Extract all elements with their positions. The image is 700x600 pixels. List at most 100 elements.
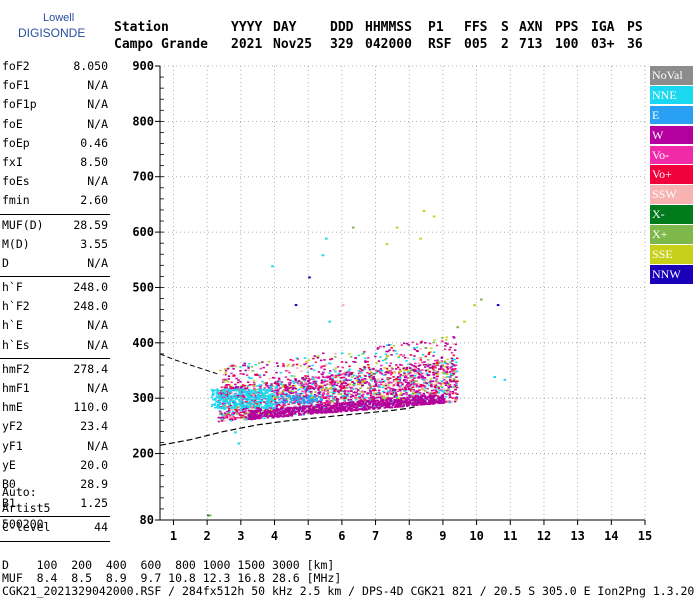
echo-point [252,398,256,401]
echo-point [328,381,332,384]
echo-point [445,400,448,403]
echo-point [306,371,310,374]
echo-point [348,406,351,409]
echo-point [402,379,406,381]
echo-point [257,414,260,417]
echo-point [445,338,448,341]
echo-point [418,385,421,388]
echo-point [280,394,283,397]
x-tick-label: 13 [570,529,584,543]
echo-point [282,403,285,406]
echo-point [247,417,250,419]
echo-point [300,386,303,389]
echo-point [301,406,304,409]
echo-point [326,393,329,395]
echo-point [323,379,326,382]
echo-point [268,411,271,414]
echo-point [405,393,408,396]
echo-point [421,387,424,390]
echo-point [451,365,454,368]
echo-point [361,383,364,386]
echo-point [301,405,305,408]
echo-point [303,401,307,403]
echo-point [224,397,228,400]
echo-point [421,395,425,397]
echo-point [452,386,456,389]
echo-point [284,408,287,411]
echo-point [370,372,373,374]
echo-point [415,401,418,404]
echo-point [389,343,392,346]
echo-point [296,380,299,383]
sparse-echo [271,265,274,268]
echo-point [259,409,263,411]
echo-point [284,411,287,414]
echo-point [455,396,458,399]
echo-point [329,400,333,403]
echo-point [411,404,414,407]
echo-point [358,390,362,393]
echo-point [319,399,322,402]
echo-point [310,410,314,413]
echo-point [428,351,431,354]
echo-point [305,389,309,391]
echo-point [297,383,301,386]
param-name: h`F2 [2,299,30,314]
echo-point [359,370,362,373]
echo-point [398,388,402,391]
echo-point [395,396,398,398]
echo-point [234,401,238,404]
echo-point [333,369,337,371]
echo-point [227,378,230,380]
echo-point [242,406,246,408]
echo-point [444,345,447,347]
echo-point [245,398,248,401]
echo-point [233,389,236,392]
echo-point [405,379,408,381]
echo-point [436,401,440,404]
echo-point [360,369,363,371]
echo-point [401,383,404,386]
echo-point [236,394,239,397]
echo-point [265,408,269,410]
echo-point [263,406,267,409]
echo-point [296,410,299,412]
echo-point [213,403,217,405]
echo-point [437,386,441,389]
echo-point [372,376,376,378]
echo-point [289,385,293,387]
echo-point [293,399,296,402]
echo-point [259,403,262,406]
echo-point [445,373,449,375]
echo-point [282,405,286,407]
echo-point [307,394,310,397]
echo-point [315,394,319,397]
echo-point [262,388,265,391]
echo-point [263,417,266,420]
echo-point [243,364,246,367]
echo-point [289,382,292,384]
echo-point [234,408,237,411]
echo-point [389,373,393,376]
echo-point [269,397,272,400]
echo-point [229,395,232,397]
echo-point [422,363,426,366]
echo-point [393,401,396,403]
echo-point [361,380,365,383]
echo-point [344,361,348,364]
echo-point [379,393,383,396]
echo-point [345,384,348,387]
echo-point [257,398,261,401]
echo-point [303,402,306,404]
header-value: 329 [330,37,354,52]
legend-item-ssw: SSW [650,185,693,204]
echo-point [245,415,248,418]
echo-point [330,374,333,377]
echo-point [218,413,222,415]
echo-point [454,392,457,394]
echo-point [247,367,250,369]
echo-point [311,376,315,378]
echo-point [428,395,431,398]
echo-point [440,398,444,400]
echo-point [287,409,291,412]
